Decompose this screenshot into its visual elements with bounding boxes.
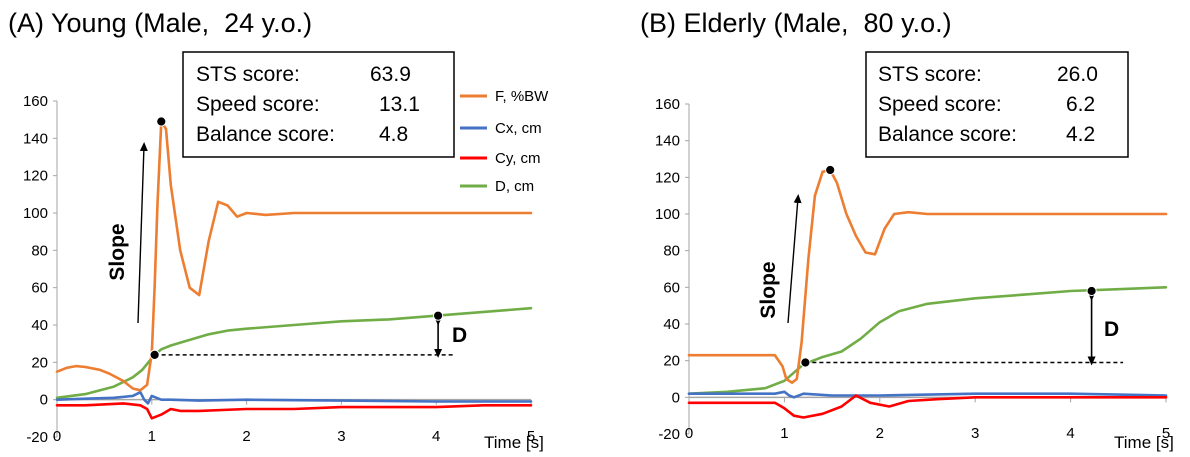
legend-label-cx: Cx, cm bbox=[495, 120, 542, 137]
panel-a-speed-value: 13.1 bbox=[379, 93, 420, 116]
panel-b-title: (B) Elderly (Male, 80 y.o.) bbox=[640, 8, 952, 38]
panel-a-d-label: D bbox=[452, 324, 467, 347]
panel-b-xtick-label: 5 bbox=[1162, 425, 1170, 442]
panel-a-title: (A) Young (Male, 24 y.o.) bbox=[8, 8, 313, 38]
panel-b-xtick-label: 3 bbox=[971, 425, 979, 442]
panel-b-xlabel: Time [s] bbox=[1114, 433, 1174, 452]
panel-a-score-box: STS score: 63.9 Speed score: 13.1 Balanc… bbox=[182, 51, 455, 158]
panel-a-series-d-line bbox=[55, 306, 533, 400]
panel-b-ytick-label: 140 bbox=[655, 133, 680, 150]
panel-b-ytick-label: 80 bbox=[663, 243, 680, 260]
panel-a-xlabel: Time [s] bbox=[484, 433, 544, 452]
panel-a-xtick-label: 5 bbox=[527, 428, 535, 445]
panel-a-series-cy-line bbox=[55, 402, 533, 420]
panel-b-balance-label: Balance score: bbox=[878, 123, 1017, 146]
legend-label-cy: Cy, cm bbox=[495, 150, 541, 167]
panel-a-xtick-label: 2 bbox=[242, 428, 250, 445]
panel-a-sts-value: 63.9 bbox=[370, 63, 411, 86]
panel-b-xtick-label: 2 bbox=[876, 425, 884, 442]
panel-a-xtick-label: 0 bbox=[53, 428, 61, 445]
panel-b-slope-label: Slope bbox=[757, 261, 780, 318]
legend: F, %BW Cx, cm Cy, cm D, cm bbox=[460, 88, 549, 195]
panel-b-series-d-line bbox=[687, 285, 1168, 396]
panel-a-ytick-label: 0 bbox=[40, 392, 48, 409]
panel-a-ytick-label: 40 bbox=[31, 317, 48, 334]
panel-b-sts-label: STS score: bbox=[878, 63, 982, 86]
panel-a-balance-value: 4.8 bbox=[379, 123, 408, 146]
panel-b-ytick-label: 60 bbox=[663, 279, 680, 296]
panel-b-balance-value: 4.2 bbox=[1066, 123, 1095, 146]
panel-a-marker-dot bbox=[156, 116, 167, 127]
panel-a-series-cx-line bbox=[55, 390, 533, 405]
panel-a-xtick-label: 3 bbox=[337, 428, 345, 445]
panel-b-score-box: STS score: 26.0 Speed score: 6.2 Balance… bbox=[865, 51, 1129, 158]
panel-a-sts-label: STS score: bbox=[196, 63, 300, 86]
panel-a-xtick-label: 4 bbox=[432, 428, 440, 445]
panel-b-xtick-label: 0 bbox=[685, 425, 693, 442]
panel-a-speed-label: Speed score: bbox=[196, 93, 320, 116]
panel-b-ytick-label: -20 bbox=[658, 426, 680, 443]
panel-a-ytick-label: 100 bbox=[23, 205, 48, 222]
legend-label-d: D, cm bbox=[495, 178, 534, 195]
panel-b-marker-dot bbox=[800, 357, 811, 368]
panel-a-ytick-label: -20 bbox=[26, 429, 48, 446]
panel-b-series-cx-line bbox=[687, 390, 1168, 399]
panel-b-marker-dot bbox=[1086, 285, 1097, 297]
panel-b-xtick-label: 4 bbox=[1066, 425, 1074, 442]
panel-a-ytick-label: 120 bbox=[23, 168, 48, 185]
panel-b-ytick-label: 160 bbox=[655, 96, 680, 113]
panel-b-ytick-label: 40 bbox=[663, 316, 680, 333]
panel-b-xtick-label: 1 bbox=[780, 425, 788, 442]
panel-a-plot: -20 0 20 40 60 80 100 120 140 160 0 1 2 3 4 5 bbox=[23, 93, 535, 446]
panel-b-d-label: D bbox=[1104, 318, 1119, 341]
panel-a-marker-dot bbox=[432, 310, 444, 321]
panel-a-slope-arrow bbox=[137, 142, 148, 324]
panel-a-ytick-label: 160 bbox=[23, 93, 48, 110]
panel-a-slope-label: Slope bbox=[106, 223, 129, 280]
panel-b-plot: -20 0 20 40 60 80 100 120 140 160 0 1 2 3 4 5 bbox=[655, 96, 1170, 443]
panel-b-series-f-line bbox=[687, 168, 1168, 385]
panel-b-series-cy-line bbox=[687, 394, 1168, 419]
panel-b-ytick-label: 0 bbox=[672, 389, 680, 406]
panel-b-marker-dot bbox=[825, 164, 836, 176]
panel-b-speed-value: 6.2 bbox=[1066, 93, 1095, 116]
panel-a-ytick-label: 140 bbox=[23, 130, 48, 147]
panel-b-speed-label: Speed score: bbox=[878, 93, 1002, 116]
panel-a-series-f-line bbox=[55, 120, 533, 392]
panel-a-marker-dot bbox=[149, 349, 160, 360]
panel-b-ytick-label: 100 bbox=[655, 206, 680, 223]
panel-a-ytick-label: 20 bbox=[31, 354, 48, 371]
panel-a-ytick-label: 80 bbox=[31, 242, 48, 259]
panel-a-balance-label: Balance score: bbox=[196, 123, 335, 146]
panel-b-sts-value: 26.0 bbox=[1057, 63, 1098, 86]
panel-a-ytick-label: 60 bbox=[31, 280, 48, 297]
legend-label-f: F, %BW bbox=[495, 88, 549, 105]
panel-b-ytick-label: 120 bbox=[655, 169, 680, 186]
panel-b-ytick-label: 20 bbox=[663, 353, 680, 370]
panel-a-xtick-label: 1 bbox=[148, 428, 156, 445]
panel-b-slope-arrow bbox=[787, 194, 802, 324]
